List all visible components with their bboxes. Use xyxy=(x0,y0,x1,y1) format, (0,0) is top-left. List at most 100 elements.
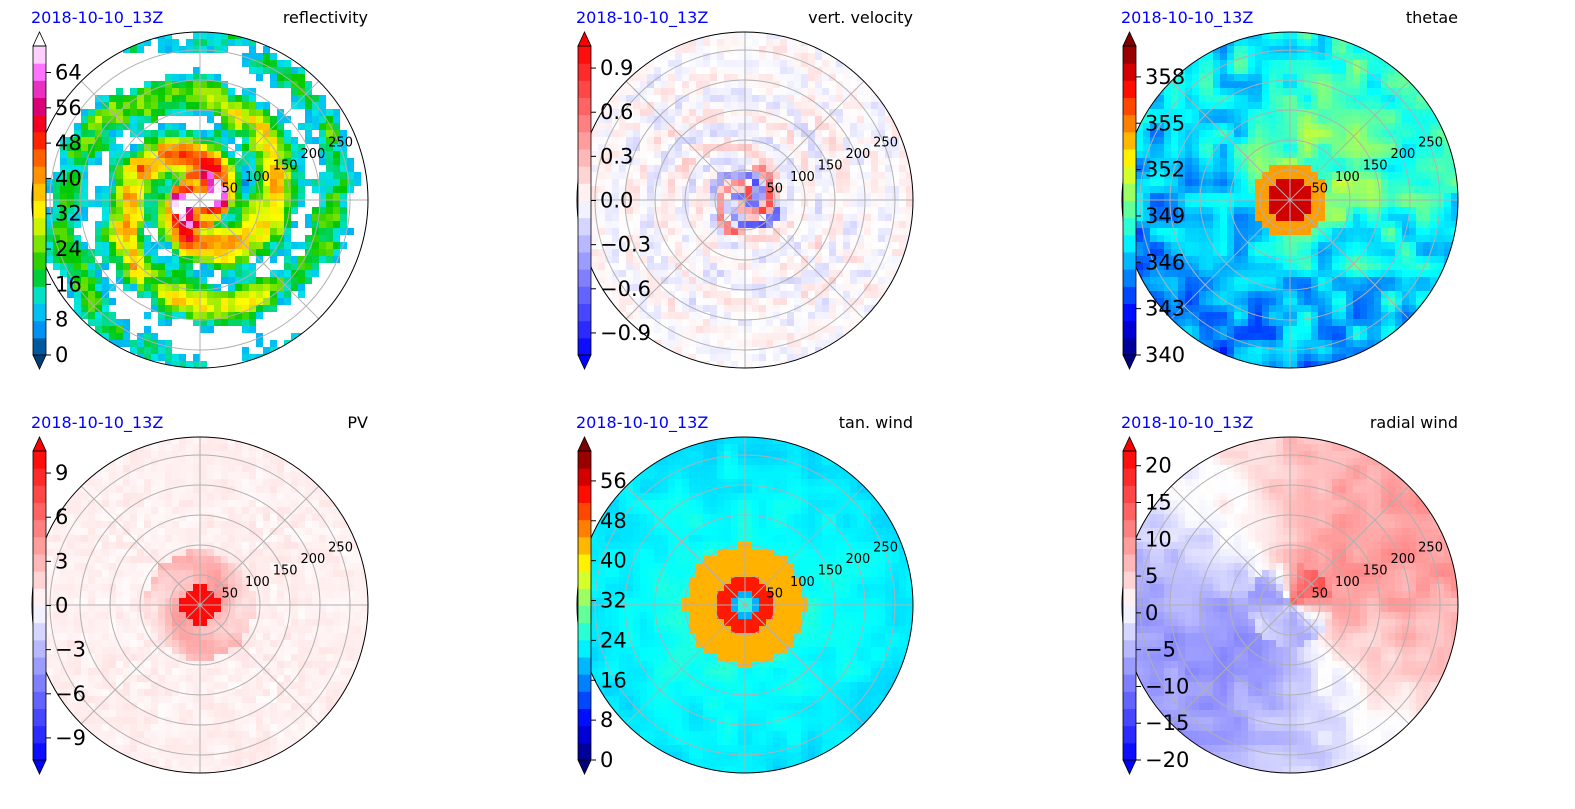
colorbar-tick-label: 10 xyxy=(1145,527,1172,551)
colorbar-extend-max xyxy=(32,31,47,47)
colorbar-segment xyxy=(578,183,591,201)
colorbar-tick-label: −20 xyxy=(1145,748,1189,772)
colorbar-segment xyxy=(1123,183,1136,201)
colorbar-segment xyxy=(33,519,46,538)
colorbar-tick-label: 40 xyxy=(55,166,82,190)
colorbar-segment xyxy=(578,485,591,503)
polar-frame xyxy=(576,31,914,369)
colorbar-segment xyxy=(33,725,46,744)
colorbar-tick-label: −0.6 xyxy=(600,277,651,301)
colorbar-pv: −9 −6 −3 0 3 6 9 xyxy=(32,436,86,775)
range-ring-label: 100 xyxy=(1335,575,1360,590)
colorbar-segment xyxy=(1123,320,1136,339)
colorbar-segment xyxy=(578,131,591,150)
colorbar-tick-label: 48 xyxy=(55,131,82,155)
colorbar-segment xyxy=(578,622,591,641)
colorbar-vert-velocity: −0.9 −0.6 −0.3 0.0 0.3 0.6 0.9 xyxy=(577,31,651,370)
colorbar-segment xyxy=(578,657,591,675)
colorbar-outline xyxy=(32,45,47,356)
panel-reflectivity: 50 100 150 200 250 0 8 16 24 32 40 48 56 64 2018-10-… xyxy=(0,0,525,404)
colorbar-segment xyxy=(33,114,46,133)
panel-pv: 50 100 150 200 250 −9 −6 −3 0 3 6 9 2018-10-10_13Z… xyxy=(0,405,525,809)
colorbar-segment xyxy=(33,691,46,709)
colorbar-segment xyxy=(33,605,46,624)
timestamp-label: 2018-10-10_13Z xyxy=(31,8,164,27)
colorbar-tick-label: 349 xyxy=(1145,204,1185,228)
colorbar-tick-label: −6 xyxy=(55,682,86,706)
colorbar-segment xyxy=(1123,691,1136,709)
colorbar-segment xyxy=(578,252,591,270)
colorbar-segment xyxy=(1123,451,1136,469)
colorbar-segment xyxy=(578,554,591,572)
colorbar-tick-label: 343 xyxy=(1145,297,1185,321)
range-ring-label: 100 xyxy=(790,170,815,185)
colorbar-extend-min xyxy=(1122,354,1137,370)
panel-tan-wind: 50 100 150 200 250 0 8 16 24 32 40 48 56 2018-10-10… xyxy=(545,405,1070,809)
colorbar-segment xyxy=(1123,46,1136,64)
colorbar-tick-label: 0 xyxy=(55,343,68,367)
azimuth-spoke xyxy=(1289,604,1410,725)
colorbar-segment xyxy=(1123,725,1136,744)
polar-frame xyxy=(31,436,369,774)
colorbar-reflectivity: 0 8 16 24 32 40 48 56 64 xyxy=(32,31,82,370)
range-ring-label: 100 xyxy=(245,170,270,185)
colorbar-tick-label: 0 xyxy=(600,748,613,772)
azimuth-spoke xyxy=(625,604,746,725)
colorbar-tick-label: 0.3 xyxy=(600,144,633,168)
range-ring-label: 100 xyxy=(790,575,815,590)
colorbar-segment xyxy=(578,320,591,339)
colorbar-tick-label: 355 xyxy=(1145,111,1185,135)
colorbar-segment xyxy=(578,451,591,469)
colorbar-segment xyxy=(1123,131,1136,150)
colorbar-tick-label: 32 xyxy=(600,589,627,613)
azimuth-spoke xyxy=(1289,80,1410,201)
colorbar-tick-label: 16 xyxy=(600,668,627,692)
range-ring-label: 250 xyxy=(873,541,898,556)
azimuth-spoke xyxy=(80,604,201,725)
colorbar-segment xyxy=(33,639,46,658)
colorbar-extend-max xyxy=(1122,31,1137,47)
colorbar-tick-label: 0.0 xyxy=(600,189,633,213)
colorbar-tick-label: 15 xyxy=(1145,491,1172,515)
colorbar-extend-max xyxy=(577,31,592,47)
colorbar-segment xyxy=(578,725,591,744)
colorbar-segment xyxy=(578,588,591,606)
range-ring-label: 150 xyxy=(818,564,843,579)
colorbar-segment xyxy=(33,536,46,555)
colorbar-segment xyxy=(1123,502,1136,521)
colorbar-tick-label: 0.6 xyxy=(600,100,633,124)
colorbar-tick-label: −9 xyxy=(55,726,86,750)
colorbar-extend-min xyxy=(577,354,592,370)
colorbar-segment xyxy=(578,303,591,322)
colorbar-segment xyxy=(578,536,591,555)
colorbar-thetae: 340 343 346 349 352 355 358 xyxy=(1122,31,1185,370)
colorbar-segment xyxy=(578,234,591,253)
colorbar-segment xyxy=(33,554,46,572)
colorbar-segment xyxy=(1123,234,1136,253)
colorbar-segment xyxy=(578,286,591,304)
variable-title: reflectivity xyxy=(282,8,368,27)
azimuth-spoke xyxy=(1170,485,1291,606)
range-ring-label: 50 xyxy=(766,587,783,602)
polar-frame xyxy=(576,436,914,774)
colorbar-radial-wind: −20 −15 −10 −5 0 5 10 15 20 xyxy=(1122,436,1189,775)
colorbar-segment xyxy=(1123,639,1136,658)
azimuth-spoke xyxy=(199,604,320,725)
field-shading xyxy=(577,437,913,773)
timestamp-label: 2018-10-10_13Z xyxy=(1121,413,1254,432)
colorbar-segment xyxy=(33,80,46,98)
colorbar-extend-max xyxy=(32,436,47,452)
colorbar-segment xyxy=(1123,63,1136,81)
colorbar-tick-label: 24 xyxy=(55,237,82,261)
colorbar-tick-label: 5 xyxy=(1145,564,1158,588)
azimuth-spoke xyxy=(1170,199,1291,320)
range-ring-label: 200 xyxy=(1390,552,1415,567)
azimuth-spoke xyxy=(625,485,746,606)
colorbar-segment xyxy=(33,97,46,116)
colorbar-segment xyxy=(33,200,46,219)
range-ring-label: 250 xyxy=(1418,136,1443,151)
variable-title: PV xyxy=(347,413,368,432)
colorbar-segment xyxy=(1123,708,1136,727)
